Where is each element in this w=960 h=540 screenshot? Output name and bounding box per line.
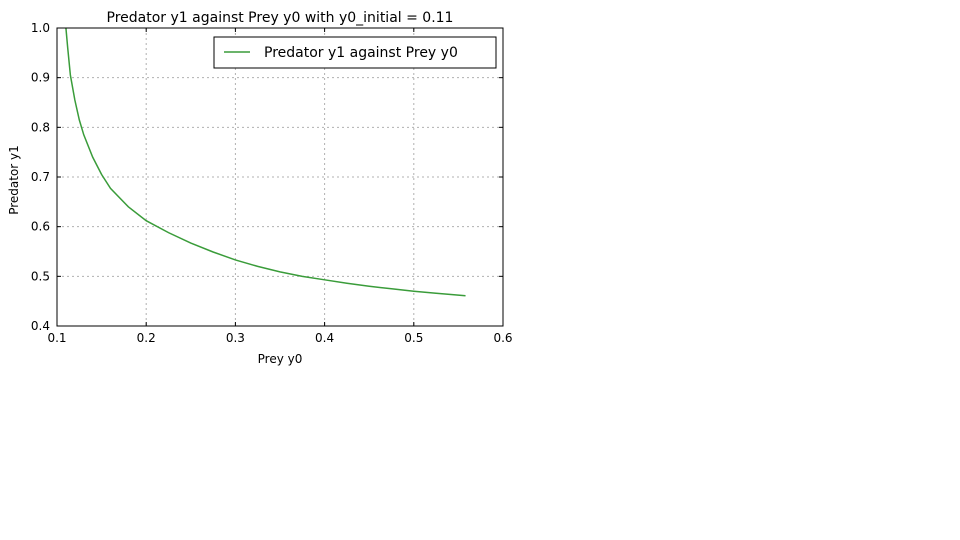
y-tick-label: 0.5 [31, 269, 50, 283]
grid [57, 28, 503, 326]
x-tick-label: 0.5 [404, 331, 423, 345]
x-tick-label: 0.6 [493, 331, 512, 345]
y-tick-label: 1.0 [31, 21, 50, 35]
series-layer [65, 27, 466, 297]
y-tick-label: 0.9 [31, 71, 50, 85]
x-tick-label: 0.1 [47, 331, 66, 345]
x-tick-label: 0.4 [315, 331, 334, 345]
ticks: 0.1 0.2 0.3 0.4 0.5 0.6 0.4 0.5 0.6 0.7 0.8 0.9 1.0 [31, 21, 513, 345]
y-tick-label: 0.6 [31, 220, 50, 234]
x-axis-label: Prey y0 [258, 352, 303, 366]
y-tick-label: 0.7 [31, 170, 50, 184]
series-line [65, 27, 466, 297]
y-tick-label: 0.4 [31, 319, 50, 333]
legend: Predator y1 against Prey y0 [213, 36, 497, 69]
y-tick-label: 0.8 [31, 120, 50, 134]
x-tick-label: 0.2 [137, 331, 156, 345]
x-tick-label: 0.3 [226, 331, 245, 345]
legend-label: Predator y1 against Prey y0 [264, 45, 458, 61]
y-axis-label: Predator y1 [7, 145, 21, 215]
chart-title: Predator y1 against Prey y0 with y0_init… [107, 10, 454, 26]
legend-box [213, 36, 497, 69]
